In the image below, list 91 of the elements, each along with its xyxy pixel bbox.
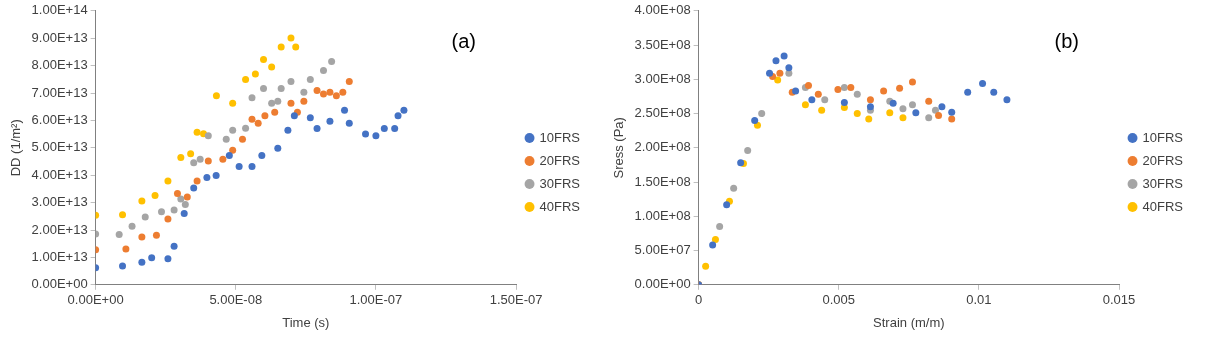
y-tick-label: 2.50E+08 — [634, 105, 691, 121]
point — [990, 88, 998, 96]
y-tick-label: 6.00E+13 — [31, 111, 88, 127]
y-tick-label: 2.00E+08 — [634, 139, 691, 155]
point — [772, 57, 780, 65]
x-axis-title: Strain (m/m) — [873, 314, 945, 330]
point — [925, 97, 933, 105]
point — [935, 112, 943, 120]
point — [931, 106, 939, 114]
point — [979, 79, 987, 87]
point — [925, 114, 933, 122]
point — [808, 96, 816, 104]
y-tick-label: 8.00E+13 — [31, 57, 88, 73]
y-tick-label: 7.00E+13 — [31, 84, 88, 100]
point — [785, 69, 793, 77]
y-tick-label: 1.00E+14 — [31, 2, 88, 18]
x-tick-label: 0.005 — [822, 292, 856, 308]
point — [847, 84, 855, 92]
point — [758, 110, 766, 118]
point — [938, 103, 946, 111]
point — [730, 184, 738, 192]
legend-label: 40FRS — [1142, 198, 1184, 214]
y-axis-title: DD (1/m²) — [8, 119, 24, 177]
point — [899, 105, 907, 113]
point — [840, 99, 848, 107]
point — [912, 109, 920, 117]
y-tick-label: 0.00E+00 — [31, 276, 88, 292]
point — [711, 236, 719, 244]
point — [780, 52, 788, 60]
legend-label: 30FRS — [1142, 175, 1184, 191]
legend-label: 10FRS — [1142, 129, 1184, 145]
x-tick-label: 1.50E-07 — [489, 292, 543, 308]
point — [853, 110, 861, 118]
point — [753, 121, 761, 129]
point — [840, 84, 848, 92]
point — [834, 86, 842, 94]
point — [792, 87, 800, 95]
y-tick-label: 9.00E+13 — [31, 29, 88, 45]
x-tick-label: 0.00E+00 — [67, 292, 124, 308]
point — [716, 223, 724, 231]
x-tick-label: 0.01 — [966, 292, 992, 308]
y-axis-title: Sress (Pa) — [611, 117, 627, 179]
point — [908, 78, 916, 86]
point — [766, 69, 774, 77]
annotation: (b) — [1054, 30, 1080, 53]
y-tick-label: 3.50E+08 — [634, 36, 691, 52]
point — [723, 201, 731, 209]
y-tick-label: 0.00E+00 — [634, 276, 691, 292]
y-tick-label: 5.00E+13 — [31, 139, 88, 155]
point — [744, 147, 752, 155]
y-tick-label: 3.00E+08 — [634, 70, 691, 86]
point — [801, 101, 809, 109]
point — [853, 90, 861, 98]
point — [896, 84, 904, 92]
point — [821, 96, 829, 104]
point — [886, 109, 894, 117]
x-tick-label: 0.015 — [1102, 292, 1136, 308]
point — [908, 101, 916, 109]
y-tick-label: 1.50E+08 — [634, 173, 691, 189]
y-tick-label: 1.00E+13 — [31, 248, 88, 264]
point — [880, 87, 888, 95]
y-tick-label: 2.00E+13 — [31, 221, 88, 237]
y-tick-label: 4.00E+13 — [31, 166, 88, 182]
legend-label: 10FRS — [539, 129, 581, 145]
y-tick-label: 5.00E+07 — [634, 242, 691, 258]
point — [866, 96, 874, 104]
point — [709, 241, 717, 249]
point — [814, 90, 822, 98]
legend-label: 20FRS — [1142, 152, 1184, 168]
annotation: (a) — [451, 30, 477, 53]
x-tick-label: 0 — [695, 292, 703, 308]
y-tick-label: 4.00E+08 — [634, 2, 691, 18]
x-tick-label: 1.00E-07 — [349, 292, 403, 308]
x-axis-title: Time (s) — [282, 314, 330, 330]
point — [785, 64, 793, 72]
point — [865, 115, 873, 123]
legend-label: 40FRS — [539, 198, 581, 214]
legend-label: 30FRS — [539, 175, 581, 191]
point — [1003, 96, 1011, 104]
point — [776, 69, 784, 77]
point — [702, 262, 710, 270]
x-tick-label: 5.00E-08 — [209, 292, 263, 308]
point — [948, 115, 956, 123]
y-tick-label: 1.00E+08 — [634, 207, 691, 223]
point — [818, 106, 826, 114]
point — [964, 88, 972, 96]
point — [751, 116, 759, 124]
legend-label: 20FRS — [539, 152, 581, 168]
point — [948, 108, 956, 116]
y-tick-label: 3.00E+13 — [31, 194, 88, 210]
point — [899, 114, 907, 122]
